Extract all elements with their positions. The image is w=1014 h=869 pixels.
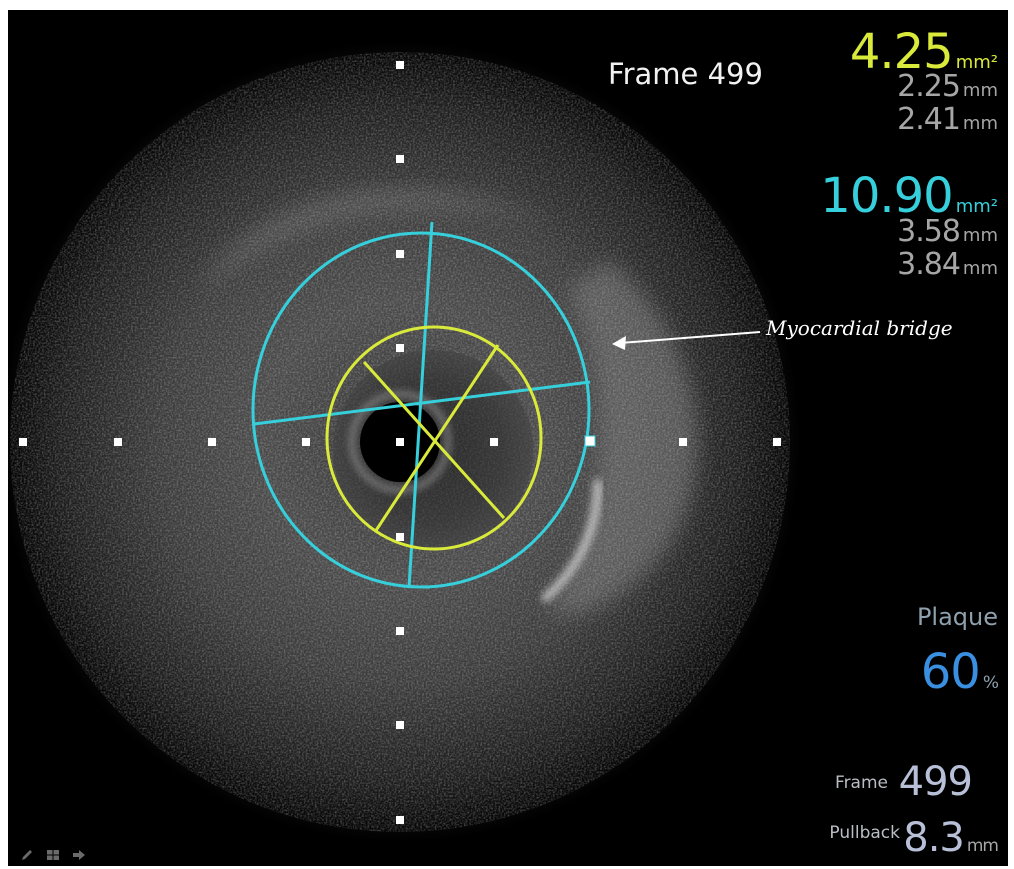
vessel-area-value: 10.90 [820, 168, 953, 224]
plaque-readout: 60% [921, 648, 999, 696]
frame-value: 499 [898, 759, 973, 805]
pullback-readout: 8.3 mm [903, 815, 999, 861]
vessel-contour[interactable] [251, 231, 591, 589]
frame-title: Frame 499 [608, 57, 763, 91]
toolbar [18, 848, 88, 862]
ivus-image[interactable] [8, 10, 1008, 866]
grid-icon[interactable] [44, 848, 62, 862]
ivus-viewer[interactable]: Frame 499 4.25 mm² 2.25 mm 2.41 mm 10.90 mm²… [8, 10, 1008, 866]
vessel-area-readout: 10.90 mm² [820, 172, 998, 220]
vessel-area-unit: mm² [955, 196, 998, 217]
vessel-min-diameter-unit: mm [962, 225, 998, 246]
lumen-area-unit: mm² [955, 52, 998, 73]
plaque-value: 60 [920, 644, 981, 700]
calibration-markers [19, 61, 781, 824]
lumen-min-diameter-unit: mm [962, 80, 998, 101]
frame-label: Frame [835, 773, 888, 793]
plaque-unit: % [982, 673, 999, 693]
vessel-max-diameter-value: 3.84 [897, 247, 961, 282]
pencil-icon[interactable] [18, 848, 36, 862]
lumen-max-diameter [373, 344, 500, 533]
catheter-ring [349, 391, 451, 493]
lumen-min-diameter-readout: 2.25 mm [897, 72, 998, 102]
pullback-unit: mm [966, 836, 999, 856]
pullback-value: 8.3 [903, 815, 965, 861]
vessel-max-diameter-unit: mm [962, 258, 998, 279]
lumen-max-diameter-readout: 2.41 mm [897, 105, 998, 135]
vessel-min-diameter-value: 3.58 [897, 214, 961, 249]
lumen-max-diameter-unit: mm [962, 113, 998, 134]
annotation-arrow [612, 331, 761, 350]
vessel-max-diameter-readout: 3.84 mm [897, 250, 998, 280]
arrow-right-icon[interactable] [70, 848, 88, 862]
lumen-min-diameter [362, 360, 506, 520]
lumen-max-diameter-value: 2.41 [897, 102, 961, 137]
vessel-min-diameter-readout: 3.58 mm [897, 217, 998, 247]
lumen-min-diameter-value: 2.25 [897, 69, 961, 104]
lumen-area-value: 4.25 [849, 24, 954, 80]
vessel-min-diameter [253, 380, 591, 426]
pullback-label: Pullback [829, 823, 900, 843]
lumen-area-readout: 4.25 mm² [850, 28, 998, 76]
plaque-label: Plaque [916, 603, 998, 631]
lumen-contour[interactable] [325, 325, 543, 551]
annotation-label: Myocardial bridge [766, 316, 953, 340]
vessel-max-diameter [407, 221, 434, 589]
